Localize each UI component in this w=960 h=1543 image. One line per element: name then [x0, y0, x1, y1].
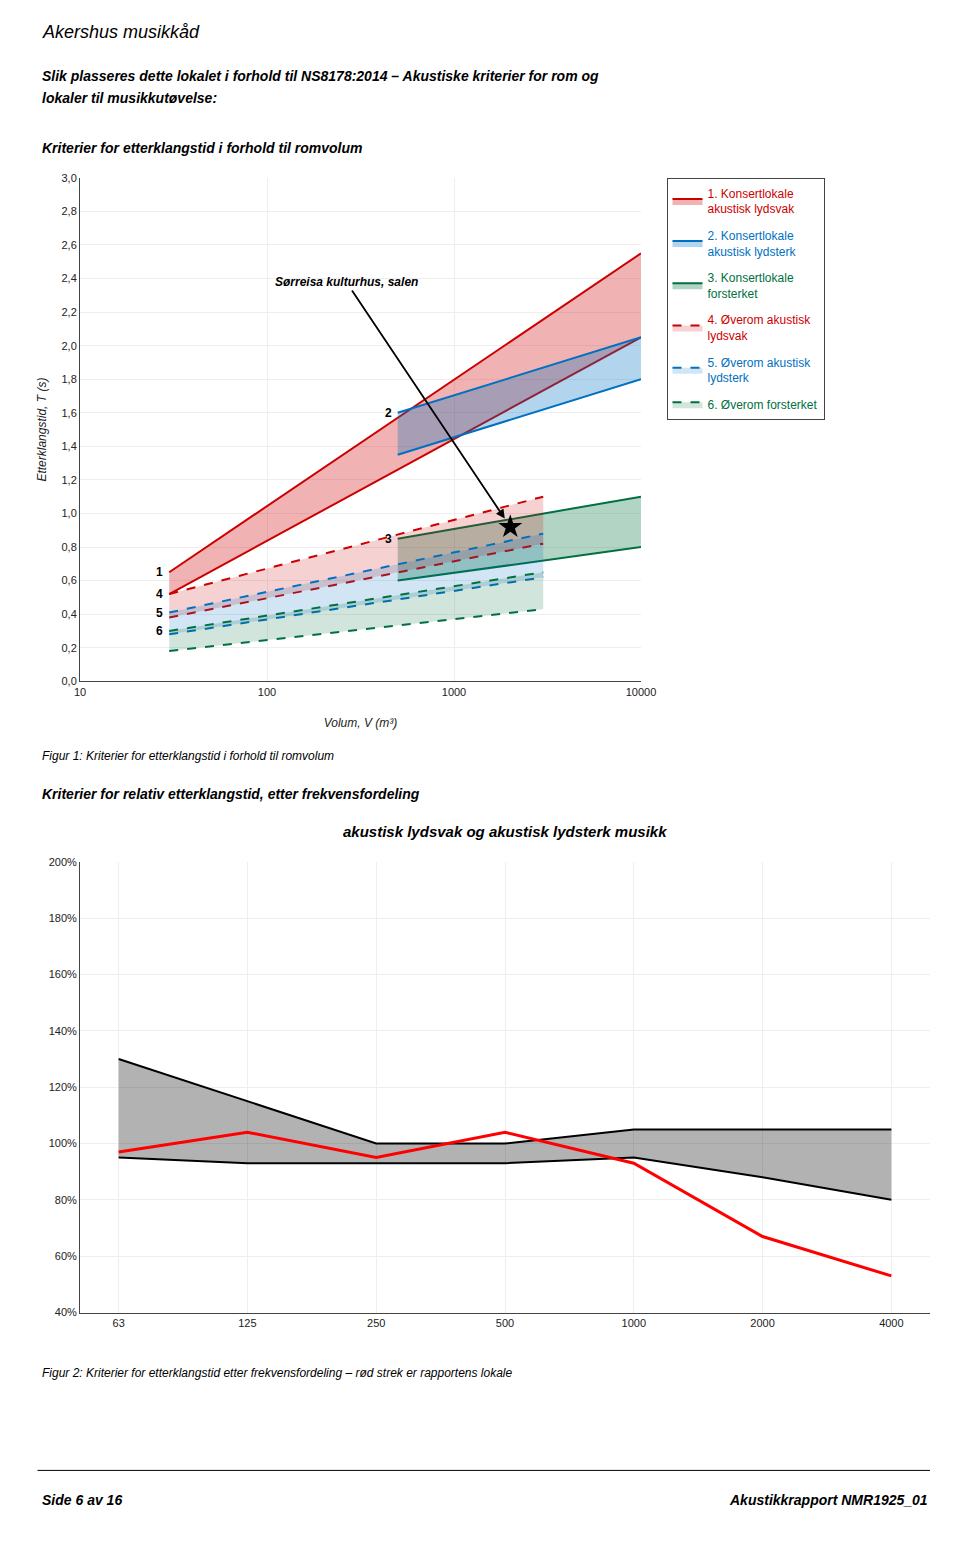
svg-text:4000: 4000	[879, 1317, 903, 1329]
svg-text:40%: 40%	[55, 1306, 77, 1318]
svg-text:Akershus musikkåd: Akershus musikkåd	[42, 22, 200, 42]
svg-text:100: 100	[258, 686, 276, 698]
svg-text:2000: 2000	[750, 1317, 774, 1329]
svg-text:2,0: 2,0	[62, 339, 77, 351]
svg-text:Slik plasseres dette lokalet i: Slik plasseres dette lokalet i forhold t…	[42, 68, 599, 84]
svg-text:2,6: 2,6	[62, 239, 77, 251]
svg-text:60%: 60%	[55, 1250, 77, 1262]
svg-text:1,8: 1,8	[62, 373, 77, 385]
svg-text:2: 2	[385, 406, 392, 420]
svg-text:4: 4	[156, 587, 163, 601]
svg-text:Side 6 av 16: Side 6 av 16	[42, 1492, 122, 1508]
svg-text:1. Konsertlokaleakustisk lydsv: 1. Konsertlokaleakustisk lydsvak	[708, 187, 796, 217]
svg-text:80%: 80%	[55, 1194, 77, 1206]
svg-text:lokaler til musikkutøvelse:: lokaler til musikkutøvelse:	[42, 90, 217, 106]
svg-text:2,8: 2,8	[62, 205, 77, 217]
svg-text:250: 250	[367, 1317, 385, 1329]
svg-text:0,2: 0,2	[62, 642, 77, 654]
svg-text:10000: 10000	[626, 686, 657, 698]
svg-text:160%: 160%	[49, 968, 77, 980]
svg-text:Etterklangstid, T (s): Etterklangstid, T (s)	[35, 378, 49, 482]
svg-text:140%: 140%	[49, 1025, 77, 1037]
svg-text:1,6: 1,6	[62, 407, 77, 419]
svg-text:125: 125	[238, 1317, 256, 1329]
svg-text:1000: 1000	[442, 686, 466, 698]
svg-text:3. Konsertlokaleforsterket: 3. Konsertlokaleforsterket	[708, 271, 794, 301]
svg-text:Akustikkrapport NMR1925_01: Akustikkrapport NMR1925_01	[729, 1492, 928, 1508]
svg-text:1,0: 1,0	[62, 507, 77, 519]
svg-text:63: 63	[113, 1317, 125, 1329]
svg-text:Volum, V (m³): Volum, V (m³)	[324, 716, 398, 730]
svg-text:Kriterier for etterklangstid i: Kriterier for etterklangstid i forhold t…	[42, 140, 362, 156]
svg-text:2,2: 2,2	[62, 306, 77, 318]
svg-text:Figur 2: Kriterier for etterkl: Figur 2: Kriterier for etterklangstid et…	[42, 1366, 513, 1380]
svg-text:3: 3	[385, 532, 392, 546]
svg-text:100%: 100%	[49, 1137, 77, 1149]
svg-text:2. Konsertlokaleakustisk lydst: 2. Konsertlokaleakustisk lydsterk	[708, 229, 797, 259]
svg-text:6. Øverom forsterket: 6. Øverom forsterket	[708, 398, 818, 412]
svg-text:0,0: 0,0	[62, 675, 77, 687]
svg-text:1000: 1000	[622, 1317, 646, 1329]
svg-text:1: 1	[156, 565, 163, 579]
svg-text:3,0: 3,0	[62, 172, 77, 184]
svg-text:Sørreisa kulturhus, salen: Sørreisa kulturhus, salen	[275, 275, 418, 289]
svg-text:6: 6	[156, 624, 163, 638]
svg-text:5: 5	[156, 606, 163, 620]
svg-text:Figur 1: Kriterier for etterkl: Figur 1: Kriterier for etterklangstid i …	[42, 749, 334, 763]
svg-text:10: 10	[74, 686, 86, 698]
svg-text:2,4: 2,4	[62, 272, 77, 284]
svg-text:1,4: 1,4	[62, 440, 77, 452]
svg-text:5. Øverom akustisklydsterk: 5. Øverom akustisklydsterk	[708, 356, 812, 386]
svg-text:0,4: 0,4	[62, 608, 77, 620]
svg-text:0,6: 0,6	[62, 574, 77, 586]
svg-text:500: 500	[496, 1317, 514, 1329]
svg-text:200%: 200%	[49, 856, 77, 868]
svg-text:0,8: 0,8	[62, 541, 77, 553]
svg-text:1,2: 1,2	[62, 474, 77, 486]
svg-text:akustisk lydsvak og akustisk l: akustisk lydsvak og akustisk lydsterk mu…	[343, 823, 667, 840]
svg-text:4. Øverom akustisklydsvak: 4. Øverom akustisklydsvak	[708, 313, 812, 343]
svg-text:Kriterier for relativ etterkla: Kriterier for relativ etterklangstid, et…	[42, 786, 420, 802]
svg-text:180%: 180%	[49, 912, 77, 924]
svg-text:120%: 120%	[49, 1081, 77, 1093]
